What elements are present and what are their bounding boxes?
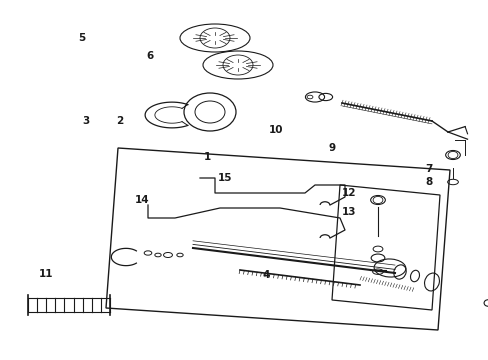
Text: 6: 6 [146,51,154,61]
Text: 9: 9 [328,143,335,153]
Text: 5: 5 [78,33,85,43]
Text: 2: 2 [116,116,123,126]
Text: 12: 12 [342,188,356,198]
Text: 15: 15 [217,173,232,183]
Text: 4: 4 [262,270,270,280]
Text: 7: 7 [425,164,432,174]
Text: 1: 1 [204,152,211,162]
Text: 13: 13 [342,207,356,217]
Text: 14: 14 [134,195,149,205]
Text: 3: 3 [82,116,89,126]
Text: 10: 10 [268,125,283,135]
Text: 11: 11 [39,269,54,279]
Text: 8: 8 [425,177,432,187]
